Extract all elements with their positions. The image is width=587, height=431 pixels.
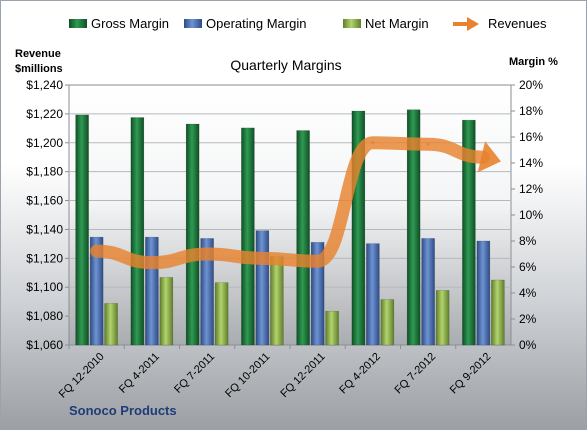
- left-tick-label: $1,180: [26, 165, 63, 179]
- right-tick-label: 4%: [519, 286, 537, 300]
- revenue-point: [426, 142, 430, 146]
- left-axis-ticks: $1,060 $1,080 $1,100 $1,120 $1,140 $1,160 $1,1…: [26, 78, 69, 352]
- left-tick-label: $1,240: [26, 78, 63, 92]
- x-tick-label: FQ 7-2012: [393, 351, 439, 397]
- right-tick-label: 8%: [519, 234, 537, 248]
- bar-net-margin: [104, 303, 118, 346]
- bar-net-margin: [214, 282, 229, 346]
- bar-operating-margin: [476, 240, 491, 346]
- legend-item-net-margin: Net Margin: [343, 16, 429, 31]
- right-tick-label: 2%: [519, 312, 537, 326]
- right-tick-label: 16%: [519, 130, 543, 144]
- bar-gross-margin: [462, 119, 476, 346]
- bar-gross-margin: [130, 117, 145, 346]
- right-tick-label: 0%: [519, 338, 537, 352]
- left-tick-label: $1,060: [26, 338, 63, 352]
- left-tick-label: $1,200: [26, 136, 63, 150]
- revenue-point: [150, 261, 154, 265]
- x-tick-label: FQ 12-2010: [57, 351, 107, 401]
- chart-title: Quarterly Margins: [230, 57, 341, 73]
- bar-net-margin: [435, 290, 450, 346]
- x-tick-label: FQ 4-2012: [337, 351, 383, 397]
- company-label: Sonoco Products: [69, 403, 177, 418]
- revenue-point: [205, 252, 209, 256]
- revenue-line: [90, 136, 490, 270]
- x-tick-label: FQ 7-2011: [172, 351, 217, 396]
- legend-swatch-net-margin: [343, 19, 361, 28]
- revenue-series: [90, 136, 501, 270]
- bar-series: [75, 109, 505, 346]
- bar-operating-margin: [421, 238, 435, 346]
- right-tick-label: 10%: [519, 208, 543, 222]
- left-axis-title-line2: $millions: [15, 63, 63, 75]
- bar-gross-margin: [75, 114, 89, 346]
- legend-label-gross-margin: Gross Margin: [91, 16, 169, 31]
- left-tick-label: $1,160: [26, 194, 63, 208]
- left-tick-label: $1,220: [26, 107, 63, 121]
- left-tick-label: $1,140: [26, 222, 63, 236]
- bar-operating-margin: [366, 243, 380, 346]
- left-tick-label: $1,080: [26, 309, 63, 323]
- bar-net-margin: [325, 310, 339, 346]
- x-tick-label: FQ 4-2011: [117, 351, 162, 396]
- x-tick-label: FQ 9-2012: [448, 351, 494, 397]
- bar-operating-margin: [310, 242, 325, 346]
- right-tick-label: 14%: [519, 156, 543, 170]
- revenue-point: [95, 249, 99, 253]
- bar-net-margin: [159, 277, 174, 346]
- right-axis-title: Margin %: [509, 56, 558, 68]
- x-tick-label: FQ 10-2011: [223, 351, 272, 400]
- bar-gross-margin: [406, 109, 421, 346]
- legend-item-revenues: Revenues: [453, 16, 547, 31]
- x-tick-label: FQ 12-2011: [278, 351, 327, 400]
- legend-label-revenues: Revenues: [488, 16, 547, 31]
- legend-label-operating-margin: Operating Margin: [206, 16, 306, 31]
- legend-swatch-operating-margin: [184, 19, 202, 28]
- bar-net-margin: [380, 299, 395, 346]
- revenue-point: [316, 259, 320, 263]
- x-axis-ticks: FQ 12-2010 FQ 4-2011 FQ 7-2011 FQ 10-2011 FQ…: [57, 345, 494, 401]
- legend-item-operating-margin: Operating Margin: [184, 16, 306, 31]
- legend: Gross Margin Operating Margin Net Margin…: [69, 16, 547, 31]
- right-tick-label: 6%: [519, 260, 537, 274]
- legend-item-gross-margin: Gross Margin: [69, 16, 169, 31]
- left-axis-title-line1: Revenue: [15, 48, 61, 60]
- left-tick-label: $1,100: [26, 280, 63, 294]
- right-tick-label: 12%: [519, 182, 543, 196]
- bar-gross-margin: [185, 123, 200, 346]
- legend-arrow-revenues: [453, 17, 479, 31]
- bar-gross-margin: [296, 130, 310, 346]
- bar-operating-margin: [255, 230, 270, 346]
- revenue-point: [260, 256, 264, 260]
- bar-operating-margin: [200, 238, 214, 346]
- bar-operating-margin: [89, 236, 104, 346]
- bar-operating-margin: [145, 236, 159, 346]
- legend-label-net-margin: Net Margin: [365, 16, 429, 31]
- bar-net-margin: [270, 256, 284, 346]
- bar-net-margin: [491, 279, 505, 346]
- left-tick-label: $1,120: [26, 251, 63, 265]
- revenue-arrowhead: [477, 141, 501, 173]
- bar-gross-margin: [241, 127, 255, 346]
- legend-swatch-gross-margin: [69, 19, 87, 28]
- right-axis-ticks: 0% 2% 4% 6% 8% 10% 12% 14% 16% 18% 20%: [511, 78, 543, 352]
- right-tick-label: 18%: [519, 104, 543, 118]
- revenue-point: [371, 141, 375, 145]
- right-tick-label: 20%: [519, 78, 543, 92]
